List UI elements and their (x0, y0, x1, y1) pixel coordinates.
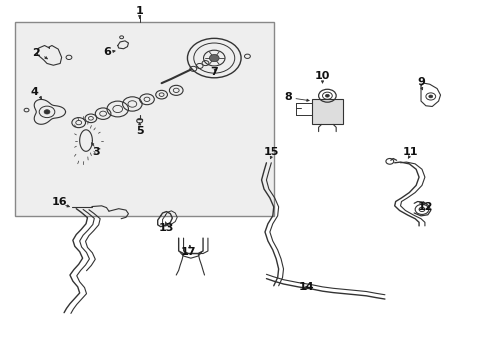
Text: 10: 10 (314, 71, 329, 81)
Text: 3: 3 (92, 147, 100, 157)
Bar (311, 99, 342, 125)
Circle shape (428, 95, 432, 98)
Bar (15, 22, 273, 216)
Text: 4: 4 (31, 87, 39, 97)
Text: 12: 12 (417, 202, 433, 212)
Text: 16: 16 (51, 197, 67, 207)
Text: 5: 5 (136, 126, 143, 135)
Text: 9: 9 (416, 77, 424, 87)
Circle shape (44, 110, 50, 114)
Text: 6: 6 (103, 46, 111, 57)
Text: 17: 17 (180, 247, 196, 257)
Text: 14: 14 (299, 282, 314, 292)
Circle shape (209, 54, 219, 62)
Text: 15: 15 (264, 147, 279, 157)
Text: 13: 13 (159, 224, 174, 233)
Text: 11: 11 (402, 147, 417, 157)
Text: 2: 2 (32, 48, 40, 58)
Text: 8: 8 (284, 92, 292, 102)
Text: 1: 1 (136, 6, 143, 16)
Text: 7: 7 (210, 67, 218, 77)
Circle shape (303, 287, 307, 290)
Circle shape (325, 94, 329, 97)
